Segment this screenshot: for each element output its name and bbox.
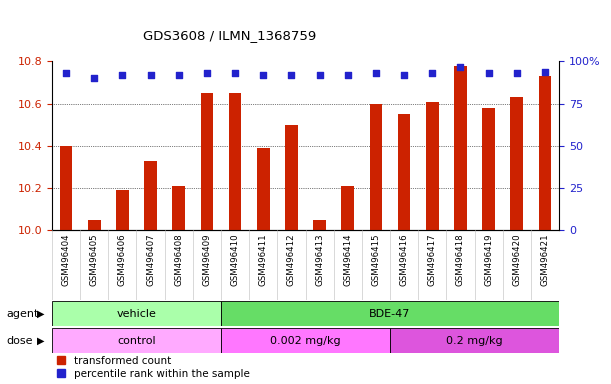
Text: GSM496409: GSM496409 [202, 234, 211, 286]
Bar [313, 220, 326, 230]
Bar [52, 328, 221, 353]
Text: GSM496418: GSM496418 [456, 234, 465, 286]
Point [540, 68, 550, 74]
Text: GSM496407: GSM496407 [146, 234, 155, 286]
Bar [60, 146, 72, 230]
Text: GSM496405: GSM496405 [90, 234, 99, 286]
Bar [172, 186, 185, 230]
Point [145, 72, 155, 78]
Bar [200, 93, 213, 230]
Text: control: control [117, 336, 156, 346]
Text: GSM496406: GSM496406 [118, 234, 127, 286]
Bar [229, 93, 241, 230]
Bar [257, 148, 269, 230]
Point [484, 70, 494, 76]
Bar [342, 186, 354, 230]
Bar [52, 301, 221, 326]
Text: GSM496412: GSM496412 [287, 234, 296, 286]
Point [371, 70, 381, 76]
Point [287, 72, 296, 78]
Text: GSM496410: GSM496410 [230, 234, 240, 286]
Text: 0.002 mg/kg: 0.002 mg/kg [270, 336, 341, 346]
Text: GSM496413: GSM496413 [315, 234, 324, 286]
Bar [390, 328, 559, 353]
Point [117, 72, 127, 78]
Bar [370, 104, 382, 230]
Text: GSM496419: GSM496419 [484, 234, 493, 286]
Bar [426, 102, 439, 230]
Point [456, 63, 466, 70]
Text: agent: agent [6, 309, 38, 319]
Bar [285, 125, 298, 230]
Text: GSM496408: GSM496408 [174, 234, 183, 286]
Point [428, 70, 437, 76]
Bar [539, 76, 551, 230]
Text: ▶: ▶ [37, 309, 44, 319]
Point [258, 72, 268, 78]
Text: ▶: ▶ [37, 336, 44, 346]
Text: GSM496420: GSM496420 [512, 234, 521, 286]
Text: dose: dose [6, 336, 32, 346]
Text: GSM496411: GSM496411 [258, 234, 268, 286]
Point [343, 72, 353, 78]
Point [89, 75, 99, 81]
Text: GSM496414: GSM496414 [343, 234, 353, 286]
Legend: transformed count, percentile rank within the sample: transformed count, percentile rank withi… [57, 356, 250, 379]
Text: 0.2 mg/kg: 0.2 mg/kg [446, 336, 503, 346]
Bar [144, 161, 157, 230]
Bar [116, 190, 129, 230]
Bar [221, 328, 390, 353]
Bar [454, 66, 467, 230]
Text: vehicle: vehicle [117, 309, 156, 319]
Bar [221, 301, 559, 326]
Bar [482, 108, 495, 230]
Point [315, 72, 324, 78]
Text: GSM496421: GSM496421 [541, 234, 549, 286]
Point [399, 72, 409, 78]
Text: GSM496416: GSM496416 [400, 234, 409, 286]
Point [61, 70, 71, 76]
Point [512, 70, 522, 76]
Bar [398, 114, 411, 230]
Text: GSM496404: GSM496404 [62, 234, 70, 286]
Point [174, 72, 184, 78]
Point [202, 70, 212, 76]
Text: BDE-47: BDE-47 [369, 309, 411, 319]
Text: GSM496417: GSM496417 [428, 234, 437, 286]
Bar [510, 98, 523, 230]
Text: GDS3608 / ILMN_1368759: GDS3608 / ILMN_1368759 [143, 29, 316, 42]
Bar [88, 220, 101, 230]
Point [230, 70, 240, 76]
Text: GSM496415: GSM496415 [371, 234, 381, 286]
